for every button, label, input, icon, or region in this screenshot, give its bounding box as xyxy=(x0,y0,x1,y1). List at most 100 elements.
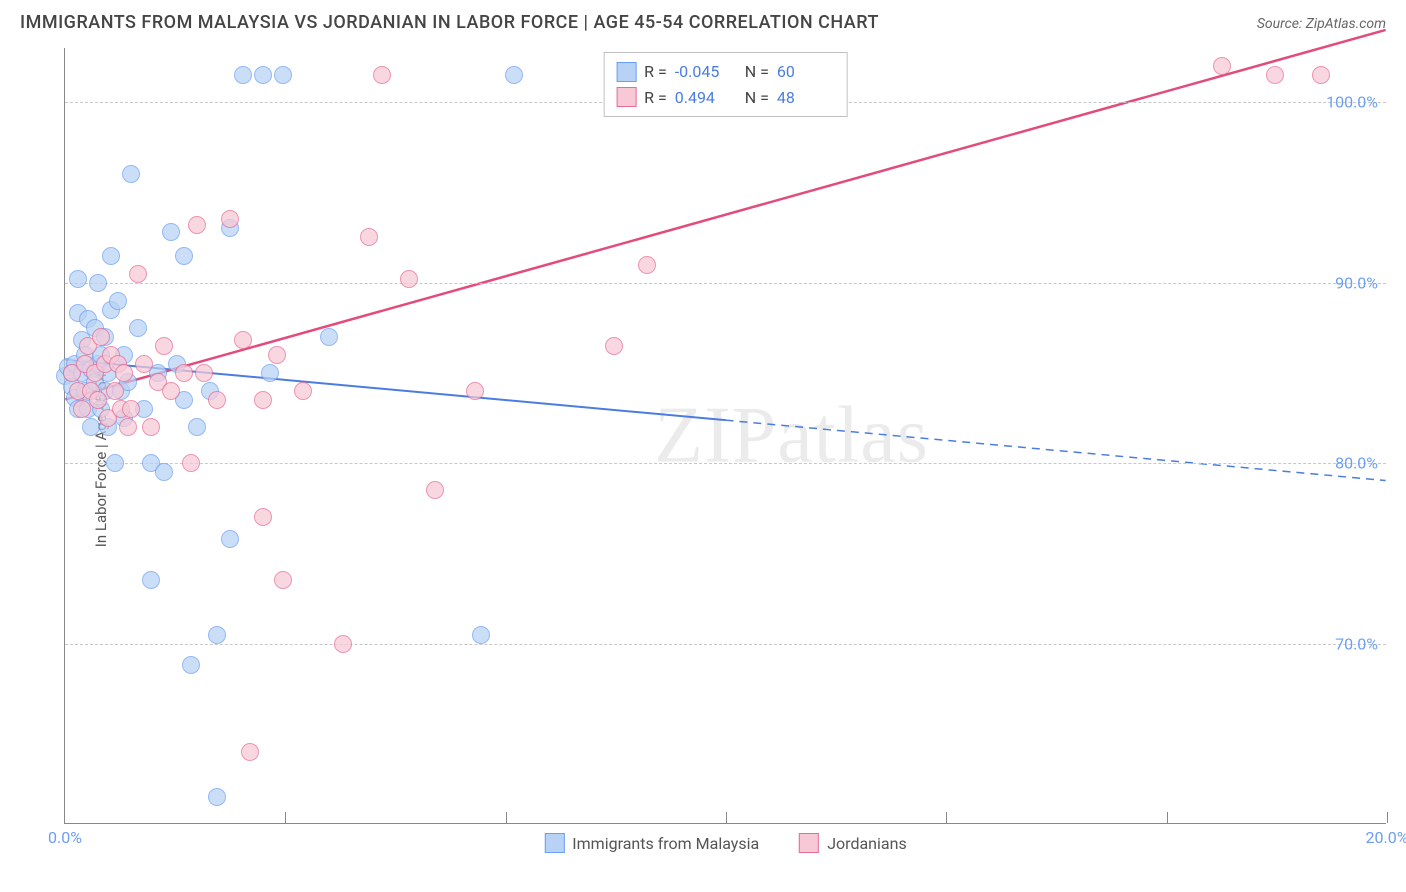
data-point xyxy=(106,454,124,472)
gridline-h xyxy=(65,283,1386,284)
legend-series: Immigrants from Malaysia Jordanians xyxy=(544,833,906,853)
data-point xyxy=(254,508,272,526)
data-point xyxy=(208,626,226,644)
data-point xyxy=(1266,66,1284,84)
chart-container: In Labor Force | Age 45-54 ZIPatlas R =-… xyxy=(20,48,1386,872)
chart-header: IMMIGRANTS FROM MALAYSIA VS JORDANIAN IN… xyxy=(0,0,1406,41)
legend-r-value: 0.494 xyxy=(675,85,733,111)
y-tick-label: 90.0% xyxy=(1335,273,1378,292)
legend-series-item: Immigrants from Malaysia xyxy=(544,833,759,853)
data-point xyxy=(294,382,312,400)
data-point xyxy=(122,165,140,183)
data-point xyxy=(605,337,623,355)
data-point xyxy=(162,382,180,400)
data-point xyxy=(1213,57,1231,75)
chart-source: Source: ZipAtlas.com xyxy=(1257,16,1386,32)
gridline-h xyxy=(65,644,1386,645)
data-point xyxy=(334,635,352,653)
data-point xyxy=(254,391,272,409)
data-point xyxy=(373,66,391,84)
data-point xyxy=(69,270,87,288)
legend-n-label: N = xyxy=(741,59,769,85)
data-point xyxy=(274,571,292,589)
data-point xyxy=(426,481,444,499)
legend-r-label: R = xyxy=(644,85,667,111)
data-point xyxy=(208,788,226,806)
legend-n-label: N = xyxy=(741,85,769,111)
data-point xyxy=(188,418,206,436)
data-point xyxy=(142,571,160,589)
data-point xyxy=(155,463,173,481)
data-point xyxy=(155,337,173,355)
legend-n-value: 48 xyxy=(777,85,835,111)
data-point xyxy=(505,66,523,84)
legend-swatch xyxy=(616,62,636,82)
trend-lines-layer xyxy=(65,48,1386,823)
data-point xyxy=(162,223,180,241)
data-point xyxy=(122,400,140,418)
data-point xyxy=(119,418,137,436)
data-point xyxy=(109,292,127,310)
data-point xyxy=(472,626,490,644)
y-tick-label: 70.0% xyxy=(1335,634,1378,653)
data-point xyxy=(241,743,259,761)
data-point xyxy=(106,382,124,400)
data-point xyxy=(221,210,239,228)
legend-corr-row: R = 0.494 N = 48 xyxy=(616,85,835,111)
x-tick-mark xyxy=(1167,812,1168,823)
data-point xyxy=(129,319,147,337)
trend-line-dashed xyxy=(726,420,1386,480)
data-point xyxy=(234,331,252,349)
x-tick-mark xyxy=(946,812,947,823)
data-point xyxy=(135,355,153,373)
data-point xyxy=(142,418,160,436)
y-tick-label: 100.0% xyxy=(1326,93,1378,112)
x-tick-label: 0.0% xyxy=(48,828,82,847)
data-point xyxy=(175,247,193,265)
legend-series-label: Jordanians xyxy=(827,834,906,853)
data-point xyxy=(466,382,484,400)
legend-swatch xyxy=(544,833,564,853)
data-point xyxy=(182,656,200,674)
data-point xyxy=(320,328,338,346)
watermark: ZIPatlas xyxy=(654,390,929,481)
data-point xyxy=(261,364,279,382)
x-tick-mark xyxy=(726,812,727,823)
legend-n-value: 60 xyxy=(777,59,835,85)
data-point xyxy=(89,274,107,292)
data-point xyxy=(115,364,133,382)
data-point xyxy=(638,256,656,274)
x-tick-label: 20.0% xyxy=(1366,828,1406,847)
x-tick-mark xyxy=(1387,812,1388,823)
x-tick-mark xyxy=(506,812,507,823)
data-point xyxy=(268,346,286,364)
y-tick-label: 80.0% xyxy=(1335,454,1378,473)
data-point xyxy=(221,530,239,548)
plot-area: ZIPatlas R =-0.045 N =60R =0.494 N =48 I… xyxy=(64,48,1386,824)
data-point xyxy=(82,418,100,436)
legend-correlation: R = -0.045 N = 60R = 0.494 N = 48 xyxy=(603,52,848,117)
legend-swatch xyxy=(799,833,819,853)
data-point xyxy=(195,364,213,382)
data-point xyxy=(129,265,147,283)
legend-series-item: Jordanians xyxy=(799,833,906,853)
data-point xyxy=(274,66,292,84)
data-point xyxy=(1312,66,1330,84)
data-point xyxy=(234,66,252,84)
gridline-h xyxy=(65,463,1386,464)
legend-swatch xyxy=(616,87,636,107)
data-point xyxy=(360,228,378,246)
legend-r-value: -0.045 xyxy=(675,59,733,85)
data-point xyxy=(92,328,110,346)
data-point xyxy=(102,247,120,265)
data-point xyxy=(208,391,226,409)
data-point xyxy=(182,454,200,472)
data-point xyxy=(73,400,91,418)
data-point xyxy=(254,66,272,84)
legend-corr-row: R =-0.045 N =60 xyxy=(616,59,835,85)
data-point xyxy=(175,364,193,382)
x-tick-mark xyxy=(285,812,286,823)
legend-series-label: Immigrants from Malaysia xyxy=(572,834,759,853)
chart-title: IMMIGRANTS FROM MALAYSIA VS JORDANIAN IN… xyxy=(20,12,879,33)
data-point xyxy=(188,216,206,234)
